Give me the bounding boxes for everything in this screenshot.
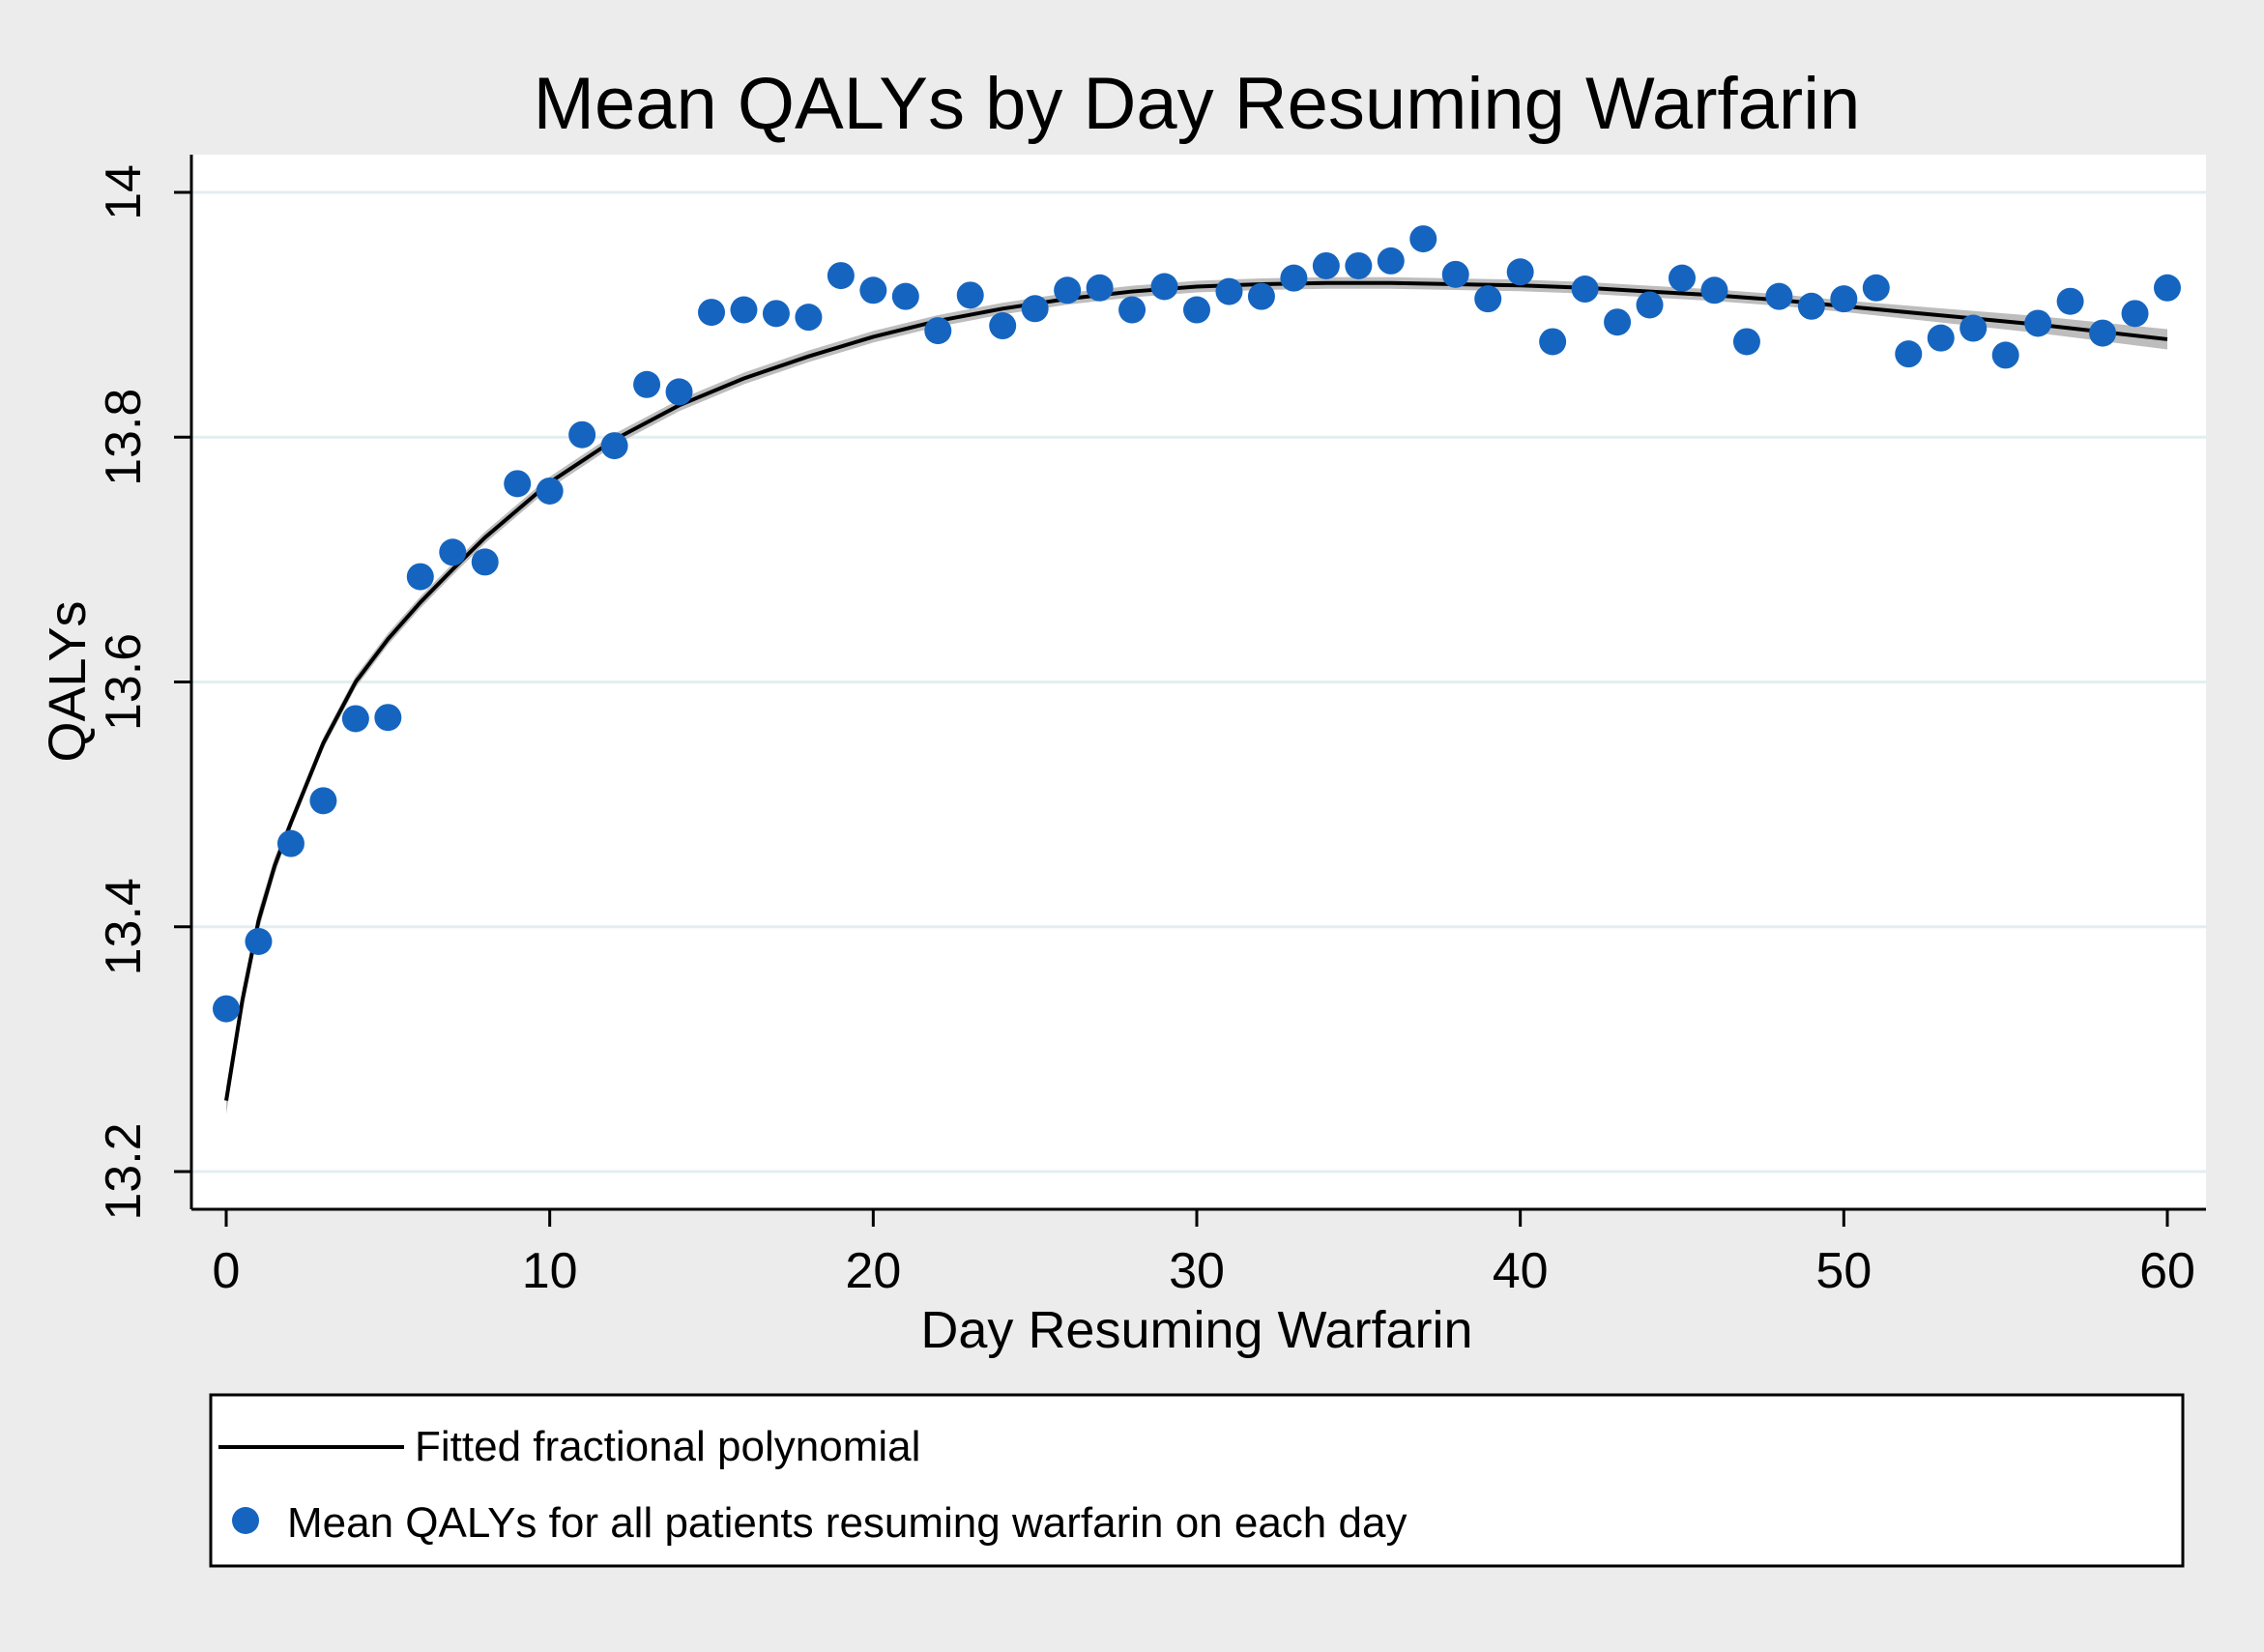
data-point-day-60 — [2154, 274, 2181, 302]
data-point-day-47 — [1732, 328, 1760, 356]
data-point-day-45 — [1669, 264, 1696, 292]
y-tick-label-2: 13.6 — [96, 633, 152, 731]
data-point-day-16 — [730, 296, 758, 324]
y-tick-label-1: 13.4 — [96, 878, 152, 975]
data-point-day-24 — [989, 312, 1017, 340]
data-point-day-1 — [245, 927, 273, 955]
data-point-day-39 — [1474, 285, 1502, 313]
data-point-day-17 — [762, 300, 790, 328]
data-point-day-28 — [1118, 296, 1147, 324]
x-tick-label-0: 0 — [213, 1243, 241, 1299]
data-point-day-4 — [341, 705, 369, 733]
scatter-points — [213, 225, 2181, 1023]
data-point-day-5 — [374, 704, 402, 732]
legend-label-points: Mean QALYs for all patients resuming war… — [287, 1499, 1407, 1547]
data-point-day-25 — [1021, 295, 1049, 323]
x-tick-label-1: 10 — [522, 1243, 578, 1299]
y-tick-label-3: 13.8 — [96, 389, 152, 486]
data-point-day-35 — [1345, 251, 1373, 279]
legend-box — [209, 1393, 2185, 1568]
y-tick-label-4: 14 — [96, 164, 152, 220]
data-point-day-56 — [2024, 309, 2052, 337]
data-point-day-49 — [1797, 292, 1825, 320]
data-point-day-14 — [665, 378, 693, 406]
data-point-day-46 — [1700, 276, 1728, 304]
data-point-day-55 — [1991, 341, 2019, 369]
data-point-day-52 — [1895, 340, 1923, 368]
data-point-day-44 — [1636, 291, 1664, 319]
data-point-day-34 — [1312, 251, 1340, 279]
data-point-day-54 — [1959, 314, 1988, 342]
data-point-day-37 — [1409, 225, 1437, 253]
data-point-day-57 — [2056, 287, 2084, 315]
data-point-day-18 — [795, 304, 823, 332]
data-point-day-21 — [891, 282, 919, 310]
grid-lines — [191, 190, 2206, 1174]
data-point-day-36 — [1377, 246, 1405, 275]
y-tick-label-0: 13.2 — [96, 1122, 152, 1220]
data-point-day-0 — [213, 995, 240, 1023]
data-point-day-50 — [1830, 285, 1858, 313]
data-point-day-22 — [924, 317, 952, 345]
data-point-day-51 — [1862, 274, 1890, 302]
x-axis-ticks: 0 10 20 30 40 50 60 — [213, 1209, 2195, 1299]
y-axis-ticks: 13.2 13.4 13.6 13.8 14 — [96, 164, 191, 1221]
x-tick-label-3: 30 — [1169, 1243, 1225, 1299]
data-point-day-10 — [536, 477, 564, 505]
data-point-day-43 — [1604, 308, 1632, 336]
data-point-day-15 — [698, 299, 725, 327]
data-point-day-13 — [633, 370, 661, 398]
data-point-day-58 — [2089, 319, 2117, 347]
data-point-day-3 — [309, 787, 337, 815]
data-point-day-6 — [406, 563, 434, 591]
y-axis-label: QALYs — [39, 600, 97, 762]
x-tick-label-6: 60 — [2139, 1243, 2195, 1299]
legend: Fitted fractional polynomial Mean QALYs … — [209, 1393, 2185, 1568]
legend-point-swatch — [232, 1507, 259, 1534]
x-axis-label: Day Resuming Warfarin — [920, 1301, 1472, 1359]
data-point-day-27 — [1086, 274, 1114, 302]
x-tick-label-4: 40 — [1493, 1243, 1549, 1299]
x-tick-label-2: 20 — [845, 1243, 901, 1299]
data-point-day-11 — [568, 420, 596, 449]
data-point-day-20 — [859, 276, 887, 304]
data-point-day-38 — [1441, 260, 1469, 288]
data-point-day-40 — [1506, 258, 1534, 286]
data-point-day-29 — [1150, 273, 1178, 301]
data-point-day-26 — [1054, 276, 1082, 304]
data-point-day-19 — [827, 262, 855, 290]
data-point-day-53 — [1927, 324, 1955, 352]
data-point-day-23 — [956, 281, 984, 309]
data-point-day-8 — [471, 548, 499, 576]
data-point-day-31 — [1215, 277, 1243, 305]
data-point-day-9 — [504, 470, 532, 498]
x-tick-label-5: 50 — [1815, 1243, 1872, 1299]
data-point-day-33 — [1280, 264, 1308, 292]
data-point-day-2 — [276, 829, 305, 857]
data-point-day-12 — [600, 432, 628, 460]
data-point-day-7 — [439, 538, 467, 566]
data-point-day-42 — [1571, 275, 1599, 304]
legend-label-fit: Fitted fractional polynomial — [415, 1423, 920, 1470]
data-point-day-30 — [1183, 296, 1210, 324]
chart-title: Mean QALYs by Day Resuming Warfarin — [534, 63, 1861, 145]
data-point-day-48 — [1765, 282, 1793, 310]
data-point-day-41 — [1539, 328, 1567, 356]
data-point-day-32 — [1247, 282, 1275, 310]
data-point-day-59 — [2121, 300, 2149, 328]
